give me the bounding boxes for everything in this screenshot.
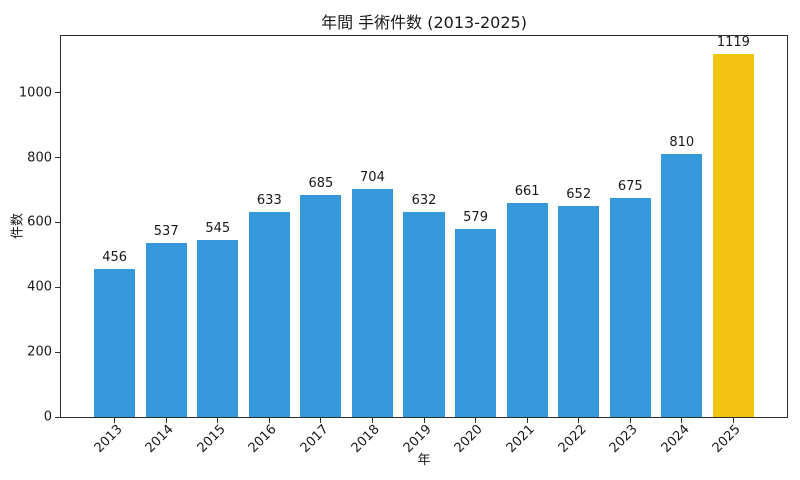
bar-2017 (300, 194, 342, 417)
x-tick-mark (629, 418, 631, 423)
bar-value-label-2022: 652 (566, 186, 592, 202)
y-tick-label-400: 400 (27, 279, 52, 295)
plot-area: 456 2013 537 2014 545 2015 633 2016 685 2017 704 20… (19, 35, 788, 456)
bar-2014 (145, 242, 187, 417)
x-tick-mark (268, 418, 270, 423)
y-tick-mark (55, 416, 60, 418)
bar-2019 (403, 212, 445, 417)
bar-value-label-2018: 704 (360, 169, 385, 185)
x-axis-label: 年 (417, 453, 431, 468)
y-tick-mark (55, 92, 60, 94)
bar-value-label-2021: 661 (514, 183, 540, 199)
x-tick-mark (217, 418, 219, 423)
bar-value-label-2024: 810 (669, 135, 695, 151)
bar-value-label-2013: 456 (102, 250, 128, 266)
bar-value-label-2025: 1119 (716, 35, 750, 51)
bar-value-label-2016: 633 (256, 192, 282, 208)
bar-value-label-2020: 579 (463, 210, 488, 226)
bar-2025 (712, 54, 754, 417)
bar-2015 (197, 240, 239, 417)
bar-value-label-2017: 685 (308, 175, 334, 191)
chart-title: 年間 手術件数 (2013-2025) (321, 13, 527, 32)
x-tick-mark (578, 418, 580, 423)
x-tick-mark (114, 418, 116, 423)
bar-2020 (454, 229, 497, 417)
bar-2023 (609, 198, 651, 417)
bar-2021 (506, 202, 548, 417)
x-tick-mark (526, 418, 528, 423)
x-tick-mark (371, 418, 373, 423)
y-axis-label: 件数 (10, 212, 26, 240)
bar-value-label-2023: 675 (617, 179, 643, 195)
x-tick-mark (681, 418, 683, 423)
bar-value-label-2014: 537 (153, 223, 179, 239)
bar-2018 (351, 188, 394, 417)
bar-value-label-2019: 632 (411, 193, 437, 209)
bar-2022 (558, 205, 600, 417)
plot-inner: 456 2013 537 2014 545 2015 633 2016 685 2017 704 20… (19, 35, 787, 456)
y-tick-label-800: 800 (27, 150, 52, 166)
x-tick-mark (320, 418, 322, 423)
y-tick-mark (55, 286, 60, 288)
bar-value-label-2015: 545 (205, 221, 231, 237)
y-tick-label-600: 600 (27, 214, 52, 230)
bar-2016 (248, 211, 290, 417)
bar-2024 (661, 154, 703, 417)
y-tick-label-1000: 1000 (18, 85, 52, 101)
y-tick-mark (55, 221, 60, 223)
x-tick-mark (165, 418, 167, 423)
y-tick-mark (55, 351, 60, 353)
x-tick-mark (475, 418, 477, 423)
y-tick-label-0: 0 (43, 409, 52, 425)
x-tick-mark (732, 418, 734, 423)
y-tick-mark (55, 157, 60, 159)
x-tick-mark (423, 418, 425, 423)
y-tick-label-200: 200 (27, 344, 52, 360)
bar-2013 (94, 269, 136, 417)
